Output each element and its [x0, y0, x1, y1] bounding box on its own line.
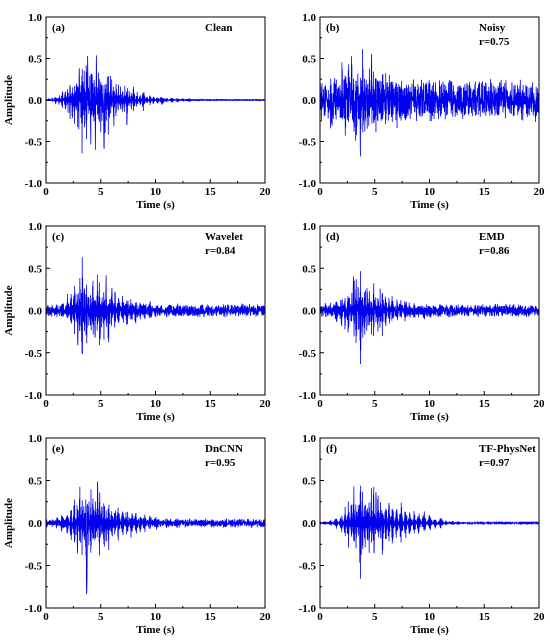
x-axis-title: Time (s) [410, 199, 449, 211]
x-tick-label: 15 [205, 398, 217, 410]
x-tick-label: 0 [317, 611, 323, 623]
y-tick-label: 1.0 [302, 12, 316, 24]
y-tick-label: -1.0 [25, 603, 43, 615]
y-tick-label: 0.5 [28, 263, 42, 275]
y-axis-title: Amplitude [3, 75, 15, 125]
series-line [46, 481, 265, 595]
method-label: DnCNN [205, 443, 243, 455]
x-tick-label: 15 [479, 186, 491, 198]
panel-label: (b) [326, 22, 340, 34]
panel-label: (f) [326, 443, 337, 455]
x-axis-title: Time (s) [410, 624, 449, 636]
y-tick-label: 0.0 [28, 306, 42, 318]
y-tick-label: 1.0 [302, 433, 316, 445]
method-label: Wavelet [205, 231, 243, 243]
x-tick-label: 20 [534, 398, 546, 410]
x-tick-label: 10 [150, 398, 162, 410]
y-tick-label: -1.0 [25, 390, 43, 402]
correlation-label: r=0.97 [479, 457, 510, 469]
x-tick-label: 0 [43, 611, 49, 623]
panel-label: (d) [326, 231, 340, 243]
y-tick-label: -1.0 [299, 178, 317, 190]
x-tick-label: 20 [260, 398, 272, 410]
x-tick-label: 10 [424, 611, 436, 623]
x-axis-title: Time (s) [136, 624, 175, 636]
panel-label: (e) [52, 443, 65, 455]
y-tick-label: -0.5 [299, 137, 317, 149]
y-tick-label: 1.0 [302, 221, 316, 233]
correlation-label: r=0.75 [479, 36, 510, 48]
y-tick-label: 0.5 [302, 263, 316, 275]
y-tick-label: 0.5 [302, 476, 316, 488]
x-tick-label: 5 [372, 611, 378, 623]
y-tick-label: -0.5 [299, 348, 317, 360]
correlation-label: r=0.86 [479, 245, 510, 257]
x-axis-title: Time (s) [410, 411, 449, 423]
y-tick-label: 1.0 [28, 221, 42, 233]
panel-d: 0 5 10 15 20 -1.0 -0.5 0.0 0.5 1.0 Time (s) (d) EMD r… [299, 221, 545, 423]
x-tick-label: 15 [205, 186, 217, 198]
y-tick-label: -1.0 [299, 390, 317, 402]
correlation-label: r=0.95 [205, 457, 236, 469]
series-line [320, 271, 539, 365]
x-tick-label: 5 [98, 611, 104, 623]
y-tick-label: -1.0 [299, 603, 317, 615]
x-tick-label: 0 [317, 398, 323, 410]
y-tick-label: 0.0 [28, 518, 42, 530]
x-tick-label: 5 [98, 186, 104, 198]
x-axis-title: Time (s) [136, 199, 175, 211]
correlation-label: r=0.84 [205, 245, 236, 257]
panel-e: 0 5 10 15 20 -1.0 -0.5 0.0 0.5 1.0 Time (s) Amplitu… [3, 433, 271, 636]
x-tick-label: 0 [43, 398, 49, 410]
x-tick-label: 10 [150, 186, 162, 198]
y-tick-label: 0.5 [28, 54, 42, 66]
panel-a: 0 5 10 15 20 -1.0 -0.5 0.0 0.5 1.0 Time (s) Amplitu… [3, 12, 271, 211]
x-tick-label: 15 [205, 611, 217, 623]
x-tick-label: 20 [534, 186, 546, 198]
x-tick-label: 5 [372, 186, 378, 198]
x-tick-label: 5 [98, 398, 104, 410]
x-tick-label: 10 [424, 186, 436, 198]
series-line [46, 257, 265, 354]
x-axis-title: Time (s) [136, 411, 175, 423]
panel-label: (a) [52, 22, 65, 34]
panel-label: (c) [52, 231, 65, 243]
y-tick-label: -0.5 [299, 561, 317, 573]
y-tick-label: -0.5 [25, 561, 43, 573]
x-tick-label: 20 [260, 611, 272, 623]
x-tick-label: 20 [534, 611, 546, 623]
x-tick-label: 10 [150, 611, 162, 623]
x-tick-label: 15 [479, 611, 491, 623]
series-line [46, 55, 265, 154]
y-tick-label: 0.0 [28, 95, 42, 107]
series-line [320, 49, 539, 157]
y-tick-label: 0.0 [302, 306, 316, 318]
y-tick-label: 0.5 [28, 476, 42, 488]
panel-b: 0 5 10 15 20 -1.0 -0.5 0.0 0.5 1.0 Time (s) (b) Nois… [299, 12, 545, 211]
panel-f: 0 5 10 15 20 -1.0 -0.5 0.0 0.5 1.0 Time (s) (f) TF-P… [299, 433, 545, 636]
x-tick-label: 5 [372, 398, 378, 410]
method-label: Noisy [479, 22, 506, 34]
y-tick-label: 0.5 [302, 54, 316, 66]
y-tick-label: 0.0 [302, 95, 316, 107]
x-tick-label: 0 [43, 186, 49, 198]
method-label: Clean [205, 22, 233, 34]
y-axis-title: Amplitude [3, 498, 15, 548]
panel-c: 0 5 10 15 20 -1.0 -0.5 0.0 0.5 1.0 Time (s) Amplitu… [3, 221, 271, 423]
series-line [320, 485, 539, 579]
x-tick-label: 10 [424, 398, 436, 410]
method-label: EMD [479, 231, 505, 243]
y-tick-label: -0.5 [25, 137, 43, 149]
x-tick-label: 15 [479, 398, 491, 410]
x-tick-label: 20 [260, 186, 272, 198]
y-tick-label: -1.0 [25, 178, 43, 190]
y-axis-title: Amplitude [3, 285, 15, 335]
x-tick-label: 0 [317, 186, 323, 198]
y-tick-label: 1.0 [28, 12, 42, 24]
method-label: TF-PhysNet [479, 443, 536, 455]
y-tick-label: -0.5 [25, 348, 43, 360]
y-tick-label: 1.0 [28, 433, 42, 445]
y-tick-label: 0.0 [302, 518, 316, 530]
